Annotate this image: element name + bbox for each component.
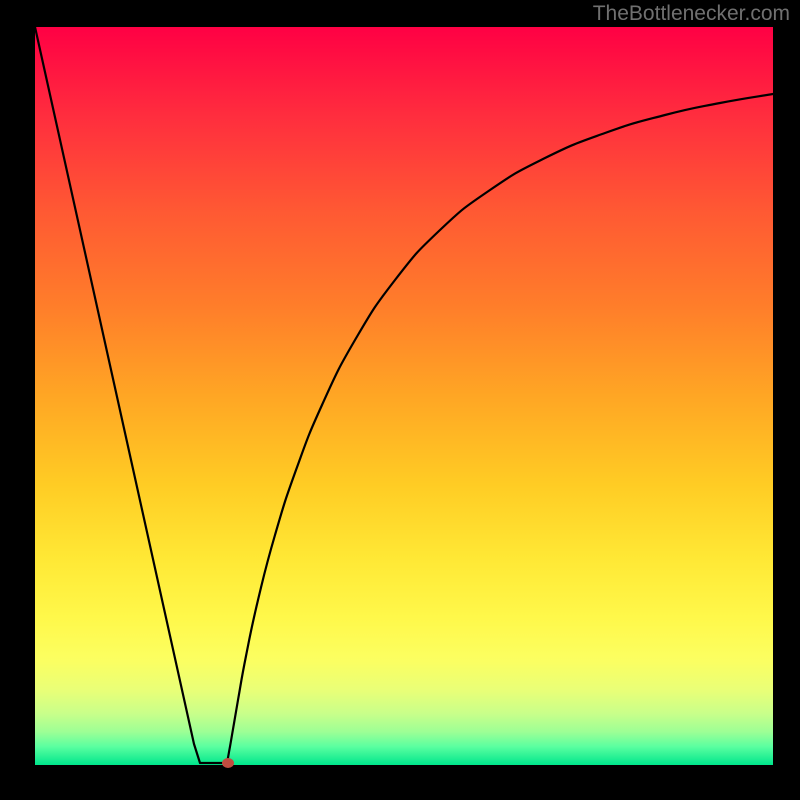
watermark-text: TheBottlenecker.com xyxy=(593,2,790,26)
plot-background xyxy=(35,27,773,765)
chart-container: TheBottlenecker.com xyxy=(0,0,800,800)
bottleneck-chart xyxy=(0,0,800,800)
optimal-point-marker xyxy=(222,758,234,768)
